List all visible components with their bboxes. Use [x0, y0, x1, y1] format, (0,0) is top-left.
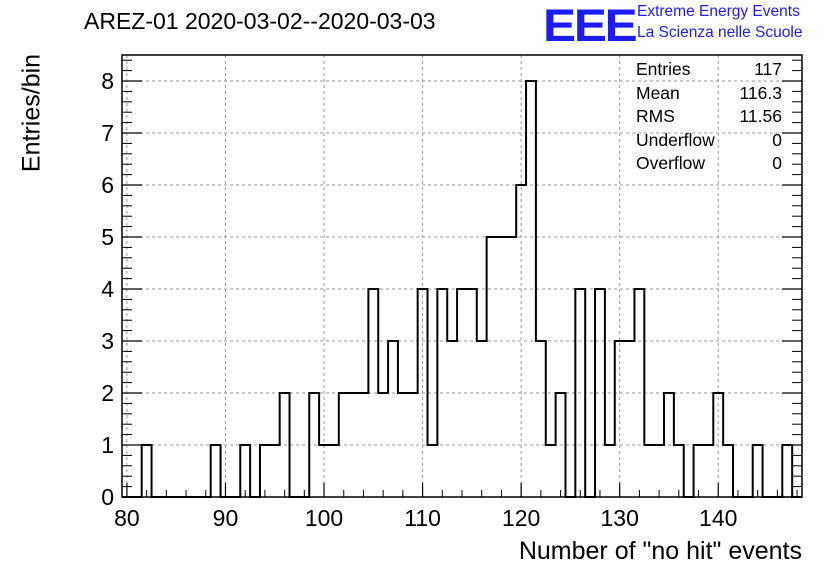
logo-subtitle-line-2: La Scienza nelle Scuole — [637, 24, 803, 41]
stats-entries-value: 117 — [754, 59, 782, 79]
stats-rms-label: RMS — [636, 106, 675, 127]
histogram-bin — [260, 445, 270, 497]
stats-entries-row: Entries 117 — [636, 58, 782, 82]
stats-underflow-row: Underflow 0 — [636, 129, 782, 153]
histogram-bin — [477, 341, 487, 497]
y-tick-label: 8 — [101, 68, 114, 94]
y-tick-label: 0 — [101, 484, 114, 510]
stats-entries-label: Entries — [636, 59, 691, 79]
tick-labels: 80 90 100 110 120 130 140 0 1 2 3 4 5 6 7 8 — [101, 68, 737, 531]
stats-underflow-label: Underflow — [636, 129, 715, 150]
stats-box: Entries 117 Mean 116.3 RMS 11.56 Underfl… — [636, 58, 782, 176]
y-axis-label: Entries/bin — [17, 53, 46, 173]
histogram-bin — [536, 341, 546, 497]
stats-overflow-label: Overflow — [636, 153, 706, 174]
y-tick-label: 4 — [101, 276, 114, 302]
histogram-bin — [625, 341, 635, 497]
histogram-bin — [487, 237, 497, 497]
histogram-bin — [329, 445, 339, 497]
stats-rms-row: RMS 11.56 — [636, 105, 782, 129]
plot-frame — [121, 54, 803, 498]
histogram-bin — [782, 445, 792, 497]
y-tick-label: 3 — [101, 328, 114, 354]
y-tick-label: 5 — [101, 224, 114, 250]
histogram-bin — [703, 445, 713, 497]
histogram-bin — [654, 445, 664, 497]
histogram-bin — [496, 237, 506, 497]
logo-subtitle-line-1: Extreme Energy Events — [637, 3, 800, 20]
histogram-bin — [142, 445, 152, 497]
histogram-bin — [753, 445, 763, 497]
eee-logo: EEE — [543, 0, 638, 51]
x-tick-label: 140 — [699, 505, 737, 531]
histogram-bin — [615, 341, 625, 497]
histogram-bin — [388, 341, 398, 497]
histogram-bin — [211, 445, 221, 497]
histogram-bin — [644, 445, 654, 497]
histogram-bin — [270, 445, 280, 497]
y-tick-label: 1 — [101, 432, 114, 458]
histogram-bin — [447, 341, 457, 497]
axis-ticks — [122, 59, 802, 498]
histogram-bin — [240, 445, 250, 497]
stats-mean-label: Mean — [636, 82, 680, 103]
grid — [122, 55, 802, 497]
histogram-outline — [122, 80, 802, 498]
y-tick-label: 2 — [101, 380, 114, 406]
histogram-bin — [694, 445, 704, 497]
stats-mean-value: 116.3 — [739, 82, 783, 103]
stats-overflow-value: 0 — [772, 153, 782, 174]
x-tick-label: 90 — [213, 505, 239, 531]
x-tick-label: 110 — [404, 505, 441, 531]
x-tick-label: 130 — [600, 505, 638, 531]
y-tick-label: 7 — [101, 120, 114, 146]
histogram-bin — [723, 445, 733, 497]
x-tick-label: 80 — [114, 505, 140, 531]
histogram-bin — [506, 237, 516, 497]
stats-underflow-value: 0 — [772, 129, 782, 150]
y-tick-label: 6 — [101, 172, 114, 198]
histogram-bin — [546, 445, 556, 497]
x-tick-label: 100 — [305, 505, 343, 531]
histogram-bin — [605, 445, 615, 497]
stats-rms-value: 11.56 — [739, 106, 783, 127]
x-axis-label: Number of "no hit" events — [518, 537, 802, 565]
histogram-bin — [428, 445, 438, 497]
stats-mean-row: Mean 116.3 — [636, 82, 782, 106]
stats-overflow-row: Overflow 0 — [636, 152, 782, 176]
x-tick-label: 120 — [502, 505, 540, 531]
histogram-bin — [674, 445, 684, 497]
chart-title: AREZ-01 2020-03-02--2020-03-03 — [84, 8, 436, 34]
